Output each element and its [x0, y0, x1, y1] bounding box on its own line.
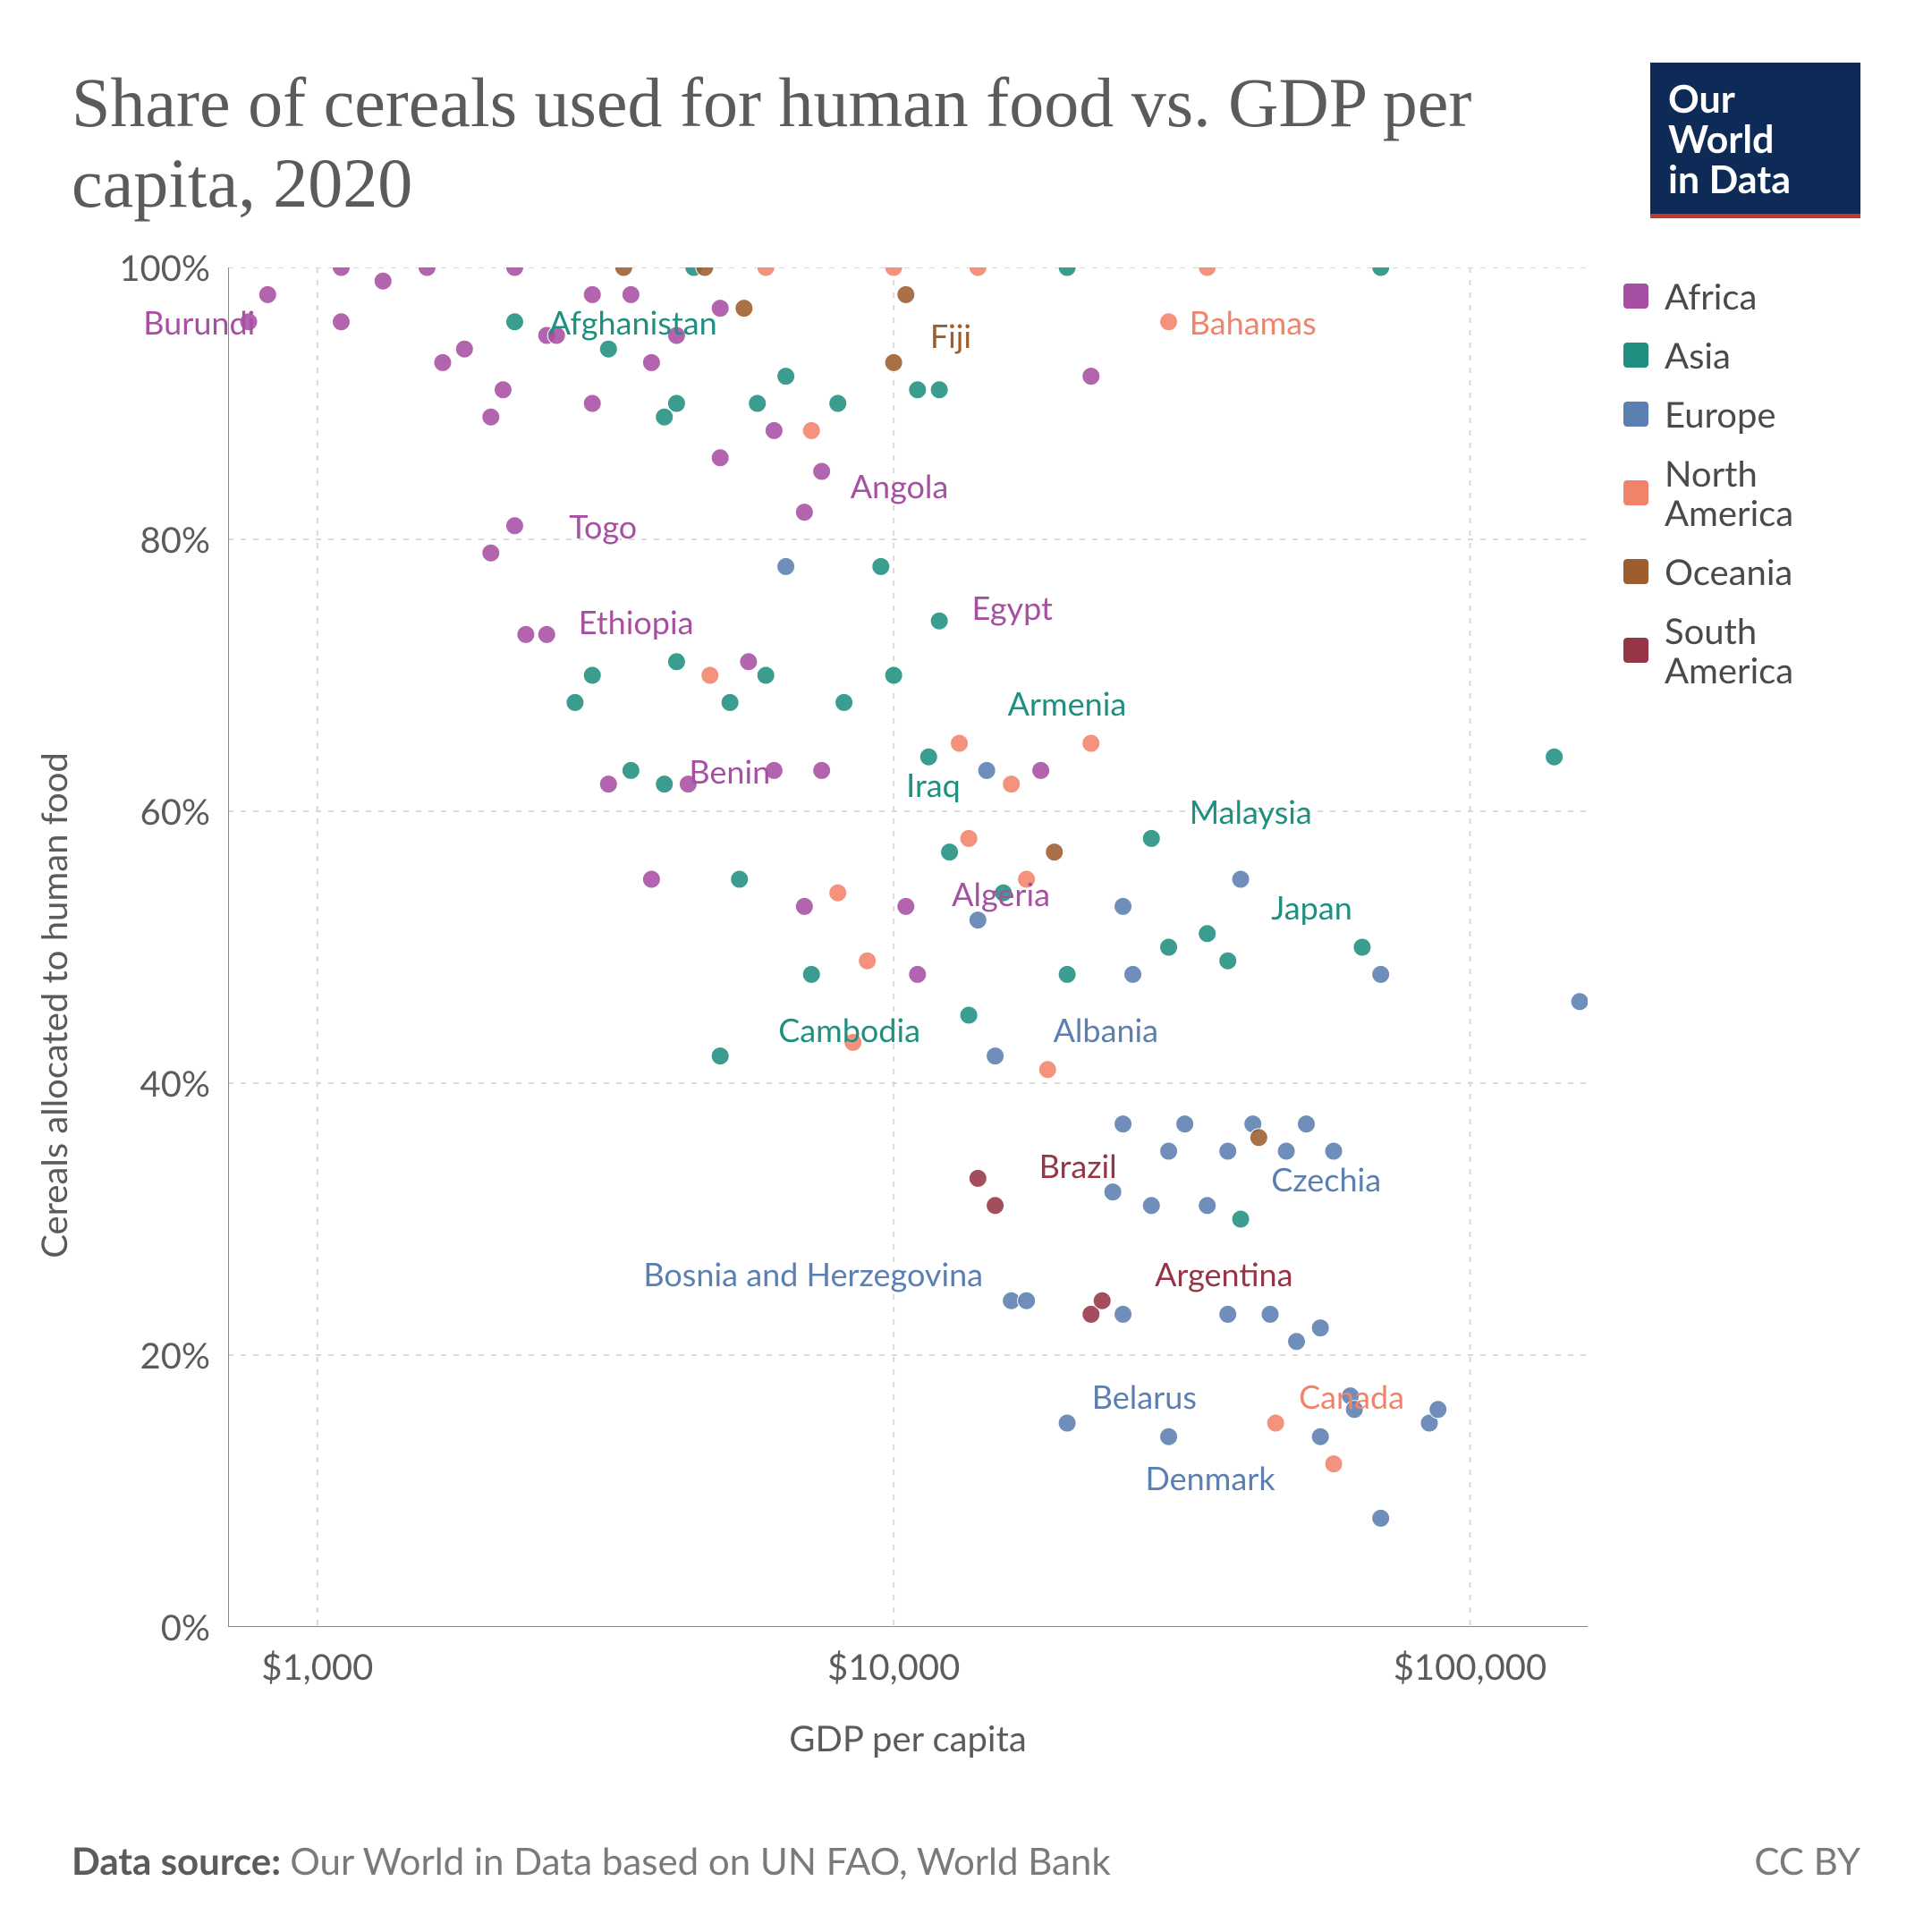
data-source: Data source: Our World in Data based on … — [72, 1838, 1111, 1883]
legend-label: Oceania — [1665, 552, 1792, 591]
y-axis-label: Cereals allocated to human food — [32, 753, 75, 1259]
y-tick-label: 100% — [119, 246, 210, 289]
legend-swatch — [1623, 559, 1648, 584]
x-axis-label: GDP per capita — [789, 1716, 1027, 1759]
owid-logo: Our World in Data — [1650, 63, 1860, 218]
x-tick-label: $1,000 — [261, 1645, 373, 1688]
legend-item[interactable]: Europe — [1623, 394, 1852, 434]
legend-label: Africa — [1665, 276, 1757, 316]
data-source-prefix: Data source: — [72, 1838, 290, 1883]
legend-item[interactable]: North America — [1623, 453, 1852, 532]
logo-line1: Our World — [1668, 79, 1843, 159]
y-tick-label: 60% — [140, 790, 210, 833]
legend-swatch — [1623, 480, 1648, 505]
legend-item[interactable]: South America — [1623, 611, 1852, 690]
legend-label: Europe — [1665, 394, 1776, 434]
y-tick-label: 0% — [161, 1606, 210, 1648]
legend-label: North America — [1665, 453, 1852, 532]
legend-label: South America — [1665, 611, 1852, 690]
x-tick-label: $100,000 — [1394, 1645, 1546, 1688]
legend-swatch — [1623, 402, 1648, 427]
license: CC BY — [1754, 1838, 1860, 1883]
legend-swatch — [1623, 284, 1648, 309]
y-tick-label: 80% — [140, 518, 210, 561]
legend: Africa Asia Europe North America Oceania Sout… — [1623, 267, 1852, 1743]
legend-item[interactable]: Asia — [1623, 335, 1852, 375]
data-source-text: Our World in Data based on UN FAO, World… — [290, 1838, 1110, 1883]
x-tick-label: $10,000 — [827, 1645, 960, 1688]
y-tick-label: 20% — [140, 1334, 210, 1377]
chart-title: Share of cereals used for human food vs.… — [72, 63, 1503, 223]
legend-swatch — [1623, 638, 1648, 663]
legend-item[interactable]: Oceania — [1623, 552, 1852, 591]
legend-item[interactable]: Africa — [1623, 276, 1852, 316]
legend-swatch — [1623, 343, 1648, 368]
legend-label: Asia — [1665, 335, 1731, 375]
y-tick-label: 40% — [140, 1062, 210, 1105]
logo-line2: in Data — [1668, 159, 1843, 199]
scatter-plot: GDP per capita 0%20%40%60%80%100%$1,000$… — [228, 267, 1588, 1627]
